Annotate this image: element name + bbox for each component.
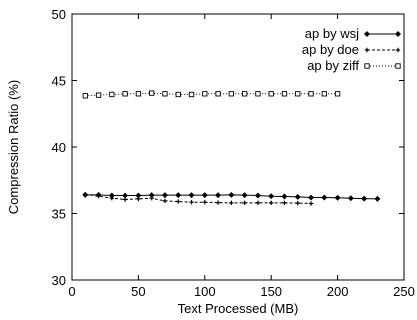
y-tick-label: 40 xyxy=(52,140,66,155)
legend-marker xyxy=(364,63,370,69)
data-point xyxy=(202,199,207,205)
data-point xyxy=(242,200,247,206)
data-point xyxy=(268,91,274,97)
data-point xyxy=(135,91,142,97)
data-point xyxy=(228,191,235,198)
data-point xyxy=(255,200,261,206)
data-point xyxy=(254,192,261,199)
data-point xyxy=(122,192,129,199)
data-point xyxy=(122,91,128,97)
legend-label: ap by doe xyxy=(302,42,359,57)
data-point xyxy=(122,197,128,202)
data-point xyxy=(361,195,368,202)
data-point xyxy=(295,91,301,97)
x-tick-label: 150 xyxy=(260,284,282,299)
legend-marker xyxy=(364,47,370,53)
data-point xyxy=(215,91,221,97)
data-point xyxy=(96,194,101,199)
x-tick-label: 0 xyxy=(68,284,75,299)
data-point xyxy=(347,195,354,202)
data-point xyxy=(268,193,275,200)
data-point xyxy=(162,198,168,204)
data-point xyxy=(149,90,155,96)
legend-marker xyxy=(395,47,401,53)
data-point xyxy=(82,93,88,99)
series-2 xyxy=(83,192,314,206)
legend-label: ap by wsj xyxy=(305,26,359,41)
data-point xyxy=(188,192,195,199)
y-tick-label: 30 xyxy=(52,273,66,288)
data-point xyxy=(294,193,301,200)
data-point xyxy=(295,200,300,206)
legend-label: ap by ziff xyxy=(307,58,359,73)
data-point xyxy=(109,91,115,98)
data-point xyxy=(175,192,182,199)
data-point xyxy=(215,200,221,205)
x-tick-label: 250 xyxy=(393,284,415,299)
data-point xyxy=(282,200,287,206)
y-tick-label: 35 xyxy=(52,207,66,222)
data-point xyxy=(83,192,88,197)
series-line xyxy=(85,193,312,204)
data-point xyxy=(255,91,261,97)
x-tick-label: 200 xyxy=(327,284,349,299)
x-tick-label: 50 xyxy=(131,284,145,299)
data-point xyxy=(281,91,288,97)
series-3 xyxy=(82,90,341,99)
y-tick-label: 50 xyxy=(52,7,66,22)
data-point xyxy=(189,199,194,205)
data-point xyxy=(334,91,341,97)
data-point xyxy=(95,92,102,98)
data-point xyxy=(149,196,154,201)
x-tick-label: 100 xyxy=(194,284,216,299)
data-point xyxy=(229,200,234,206)
data-point xyxy=(321,91,327,97)
legend-marker xyxy=(364,31,370,37)
data-point xyxy=(334,194,341,201)
data-point xyxy=(241,91,248,97)
data-point xyxy=(281,193,288,200)
y-tick-label: 45 xyxy=(52,74,66,89)
data-point xyxy=(188,91,195,98)
data-point xyxy=(241,192,248,199)
data-point xyxy=(269,200,274,206)
x-axis-title: Text Processed (MB) xyxy=(178,301,299,316)
data-point xyxy=(308,91,314,97)
data-point xyxy=(109,196,115,201)
data-point xyxy=(162,91,168,97)
data-point xyxy=(176,199,181,204)
data-point xyxy=(308,201,314,206)
data-point xyxy=(215,192,222,199)
data-point xyxy=(308,194,315,201)
data-point xyxy=(136,196,141,202)
data-point xyxy=(374,195,381,202)
y-axis-title: Compression Ratio (%) xyxy=(6,80,21,214)
data-point xyxy=(228,91,235,97)
data-point xyxy=(321,194,328,201)
data-point xyxy=(202,91,208,97)
legend-marker xyxy=(395,63,401,69)
data-point xyxy=(201,192,208,199)
data-point xyxy=(161,192,168,199)
series-1 xyxy=(82,191,381,202)
legend-marker xyxy=(395,31,401,37)
data-point xyxy=(175,91,181,98)
